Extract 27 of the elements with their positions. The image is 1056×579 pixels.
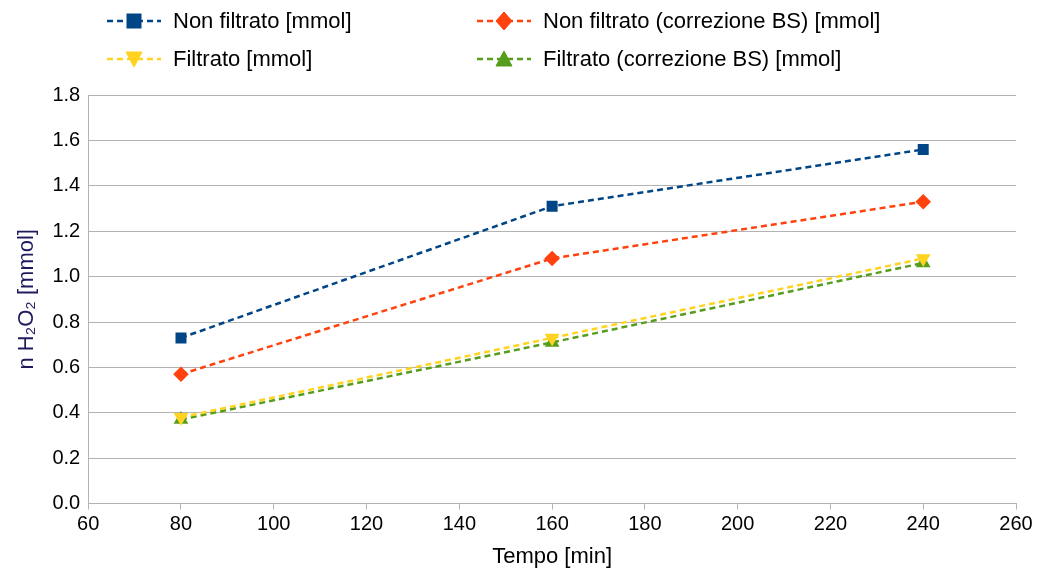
x-tick-label: 100 [257, 512, 291, 535]
legend-label: Non filtrato [mmol] [173, 8, 352, 34]
legend-label: Filtrato (correzione BS) [mmol] [543, 46, 842, 72]
x-tick-label: 200 [720, 512, 755, 535]
y-tick-label: 1.0 [52, 264, 81, 287]
x-tick-label: 220 [813, 512, 848, 535]
y-tick-label: 0.2 [52, 445, 81, 468]
y-axis-title: n H₂O₂ [mmol] [13, 229, 39, 370]
x-tick-label: 240 [906, 512, 940, 535]
x-tick-label: 140 [442, 512, 477, 535]
y-tick-label: 0.0 [52, 491, 81, 514]
x-tick-label: 80 [169, 512, 193, 535]
y-tick-label: 1.8 [52, 82, 81, 105]
y-tick-label: 1.6 [52, 127, 81, 150]
y-tick-label: 0.8 [52, 309, 81, 332]
y-tick-label: 1.4 [52, 173, 81, 196]
x-tick-label: 260 [999, 512, 1033, 535]
x-axis-title: Tempo [min] [492, 542, 613, 568]
y-tick-label: 0.6 [52, 354, 81, 377]
y-tick-label: 1.2 [52, 218, 81, 241]
x-tick-label: 160 [535, 512, 569, 535]
legend-label: Non filtrato (correzione BS) [mmol] [543, 8, 881, 34]
x-tick-label: 180 [628, 512, 662, 535]
x-tick-label: 60 [77, 512, 100, 535]
x-tick-label: 120 [349, 512, 384, 535]
legend-label: Filtrato [mmol] [173, 46, 313, 72]
y-tick-label: 0.4 [52, 400, 81, 423]
